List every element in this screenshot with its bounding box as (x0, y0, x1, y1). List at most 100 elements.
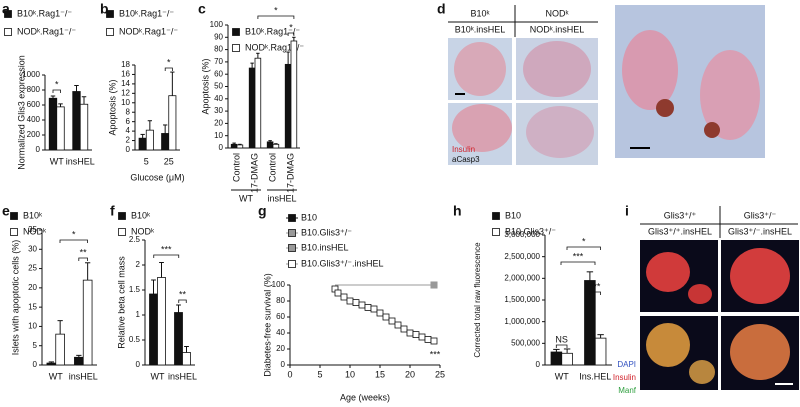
y-tick-label: 1000 (22, 70, 40, 79)
significance-bracket (52, 89, 61, 93)
significance-label: *** (161, 244, 172, 254)
x-tick-label: WT (49, 371, 63, 381)
legend-label: B10ᵏ.Rag1⁻/⁻ (17, 8, 72, 18)
stain-label: Manf (618, 386, 637, 395)
significance-label: * (582, 236, 586, 246)
y-tick-label: 100 (272, 280, 286, 289)
y-axis-label: Islets with apoptotic cells (%) (10, 240, 20, 356)
y-tick-label: 0 (126, 145, 131, 154)
significance-label: *** (430, 349, 441, 359)
y-tick-label: 2 (126, 136, 131, 145)
y-tick-label: 20 (276, 344, 285, 353)
y-tick-label: 0 (281, 360, 286, 369)
legend-swatch (106, 28, 114, 36)
survival-marker (388, 317, 396, 325)
stain-label: Insulin (613, 373, 636, 382)
bar (594, 337, 607, 366)
y-tick-label: 60 (276, 312, 285, 321)
y-tick-label: 2,500,000 (504, 252, 540, 261)
y-tick-label: 5 (33, 341, 38, 350)
row-label: Glis3⁺/⁻.insHEL (728, 226, 792, 236)
survival-marker (418, 333, 426, 341)
x-tick-label: 17-DMAG (285, 153, 295, 193)
bar (266, 141, 274, 149)
significance-label: * (167, 57, 171, 67)
bar (550, 351, 563, 366)
significance-label: ** (179, 289, 187, 299)
micrograph-d (448, 5, 765, 165)
y-tick-label: 0.5 (129, 335, 141, 344)
y-axis-label: Apoptosis (%) (107, 79, 117, 135)
significance-bracket (555, 344, 568, 348)
x-tick-label: WT (555, 371, 569, 381)
x-tick-label: Control (231, 153, 241, 182)
y-tick-label: 200 (27, 130, 41, 139)
y-tick-label: 14 (121, 79, 130, 88)
y-axis-label: Normalized Glis3 expression (16, 55, 26, 170)
survival-marker (370, 305, 378, 313)
survival-marker (358, 301, 366, 309)
x-tick-label: insHEL (168, 371, 197, 381)
legend-label: NODᵏ.Rag1⁻/⁻ (17, 26, 76, 36)
panel-letter: b (100, 1, 109, 17)
column-header: Glis3⁺/⁻ (744, 210, 777, 220)
row-label: B10ᵏ.insHEL (455, 24, 506, 34)
y-tick-label: 8 (126, 107, 131, 116)
y-tick-label: 25 (28, 264, 37, 273)
x-tick-label: 15 (375, 369, 385, 379)
x-tick-label: 0 (287, 369, 292, 379)
y-tick-label: 18 (121, 60, 130, 69)
bar (248, 67, 256, 149)
significance-bracket (566, 246, 601, 250)
significance-label: *** (573, 251, 584, 261)
x-tick-label: 25 (164, 156, 174, 166)
bar (161, 133, 170, 151)
panel-letter: g (258, 203, 267, 219)
legend-swatch (492, 228, 500, 236)
y-tick-label: 3,000,000 (504, 230, 540, 239)
y-tick-label: 10 (214, 131, 223, 140)
stain-label: DAPI (617, 360, 636, 369)
legend-swatch (4, 28, 12, 36)
row-label: NODᵏ.insHEL (530, 24, 585, 34)
y-tick-label: 1,000,000 (504, 317, 540, 326)
y-tick-label: 0 (36, 145, 41, 154)
bar (254, 57, 262, 149)
legend-label: B10.Glis3⁺/⁻.insHEL (301, 258, 384, 268)
y-tick-label: 10 (28, 322, 37, 331)
panel-letter: d (437, 1, 446, 17)
bar (290, 40, 298, 149)
significance-bracket (78, 257, 88, 261)
x-tick-label: Ins.HEL (579, 371, 611, 381)
y-tick-label: 0 (536, 360, 541, 369)
panel-letter: h (453, 203, 462, 219)
y-tick-label: 500,000 (511, 338, 540, 347)
y-tick-label: 1.5 (129, 285, 141, 294)
x-axis-label: Age (weeks) (340, 392, 390, 402)
y-tick-label: 90 (214, 32, 223, 41)
y-tick-label: 70 (214, 57, 223, 66)
y-axis-label: Apoptosis (%) (200, 58, 210, 114)
significance-label: * (289, 22, 293, 32)
bar (72, 91, 81, 151)
significance-bracket (257, 15, 295, 19)
column-header: Glis3⁺/⁺ (664, 210, 697, 220)
x-tick-label: WT (50, 156, 64, 166)
bar (46, 362, 57, 366)
significance-label: * (55, 79, 59, 89)
bar (182, 352, 191, 366)
survival-marker (424, 335, 432, 343)
bar (157, 277, 166, 366)
y-tick-label: 35 (28, 225, 37, 234)
y-tick-label: 0 (136, 360, 141, 369)
group-label: WT (239, 193, 253, 203)
y-axis-label: Corrected total raw fluorescence (473, 242, 482, 358)
survival-marker (430, 281, 438, 289)
legend-swatch (106, 10, 114, 18)
significance-bracket (178, 299, 187, 303)
survival-marker (382, 313, 390, 321)
bar (230, 143, 238, 149)
survival-marker (364, 303, 372, 311)
panel-letter: a (2, 1, 10, 17)
legend-label: NODᵏ (131, 226, 155, 236)
